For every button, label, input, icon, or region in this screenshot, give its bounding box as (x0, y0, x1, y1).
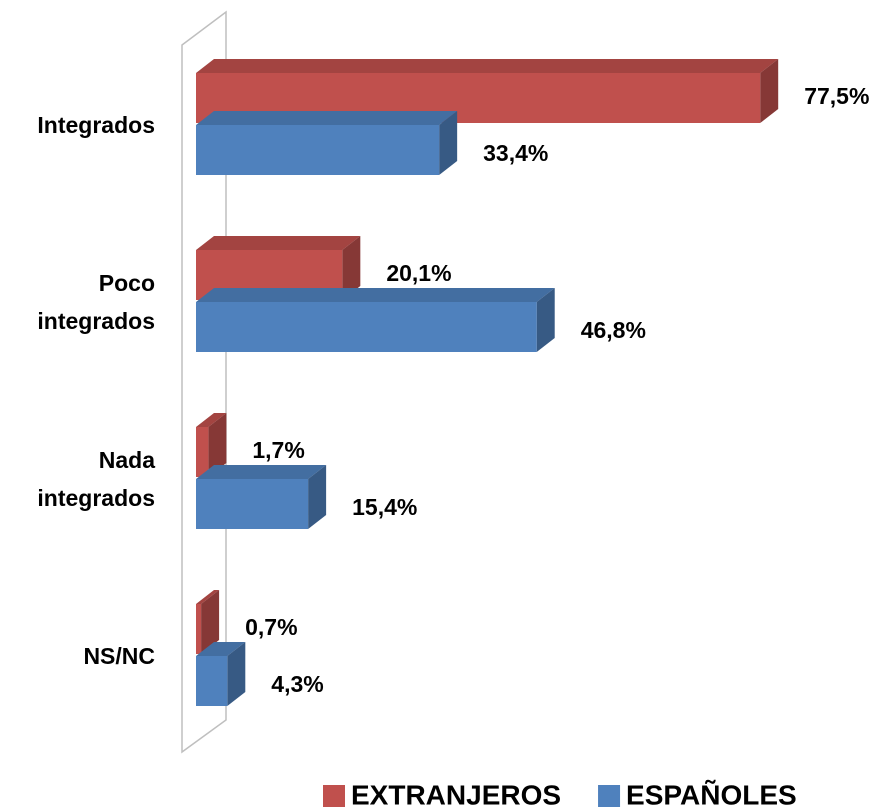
bar-side (227, 642, 246, 706)
bar-side (201, 590, 220, 654)
y-tick-label: Poco integrados (37, 270, 155, 334)
bar (196, 604, 202, 654)
bar-top (196, 59, 779, 73)
bar-side (342, 236, 361, 300)
bar-top (196, 236, 361, 250)
bar (196, 302, 537, 352)
bar-top (196, 465, 327, 479)
bar (196, 479, 309, 529)
bar-top (196, 642, 246, 656)
bar-top (196, 288, 555, 302)
bar-side (760, 59, 779, 123)
bar-top (196, 413, 227, 427)
data-label: 33,4% (483, 140, 548, 166)
back-wall (181, 10, 227, 754)
data-label: 46,8% (581, 317, 646, 343)
data-label: 0,7% (245, 614, 297, 640)
bar-side (208, 413, 227, 477)
data-label: 1,7% (252, 437, 304, 463)
y-tick-label: NS/NC (83, 643, 155, 669)
legend-label: ESPAÑOLES (626, 779, 797, 810)
data-label: 4,3% (271, 671, 323, 697)
bar-side (536, 288, 555, 352)
bar-top (196, 111, 458, 125)
data-label: 77,5% (804, 83, 869, 109)
bar (196, 656, 228, 706)
bar (196, 125, 440, 175)
bar-top (196, 590, 220, 604)
legend-label: EXTRANJEROS (351, 779, 561, 810)
data-label: 15,4% (352, 494, 417, 520)
legend-swatch (323, 785, 345, 807)
data-label: 20,1% (386, 260, 451, 286)
bar-side (308, 465, 327, 529)
legend-swatch (598, 785, 621, 807)
y-tick-label: Nada integrados (37, 447, 155, 511)
y-tick-label: Integrados (37, 112, 155, 138)
bar-side (439, 111, 458, 175)
bar (196, 427, 209, 477)
